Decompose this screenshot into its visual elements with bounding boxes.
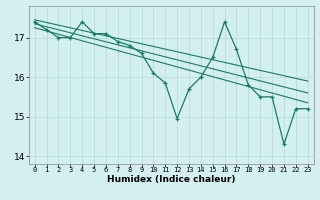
X-axis label: Humidex (Indice chaleur): Humidex (Indice chaleur) [107, 175, 236, 184]
